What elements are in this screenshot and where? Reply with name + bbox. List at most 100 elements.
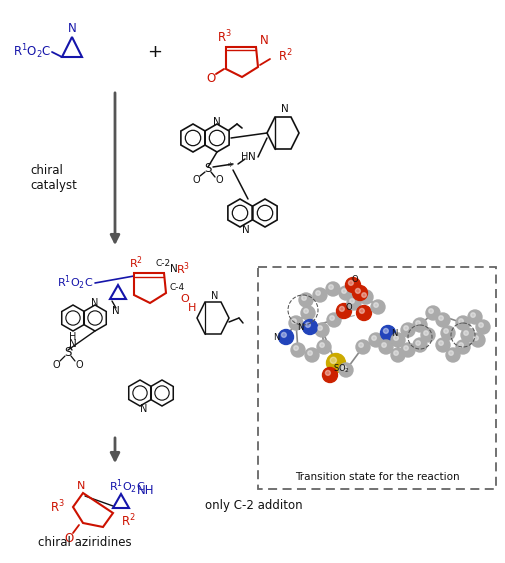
- Circle shape: [330, 316, 334, 320]
- Text: O: O: [180, 294, 189, 304]
- Circle shape: [345, 278, 361, 293]
- Text: O: O: [52, 360, 60, 370]
- Circle shape: [471, 312, 475, 318]
- Text: N: N: [281, 104, 289, 114]
- Circle shape: [456, 316, 470, 330]
- Text: S: S: [205, 163, 212, 176]
- Text: R$^2$: R$^2$: [278, 48, 293, 64]
- Circle shape: [336, 303, 351, 319]
- Circle shape: [289, 316, 303, 330]
- Circle shape: [401, 343, 415, 357]
- Text: N: N: [242, 225, 250, 235]
- Circle shape: [315, 323, 329, 337]
- Circle shape: [401, 323, 415, 337]
- Text: only C-2 additon: only C-2 additon: [205, 498, 302, 512]
- Text: O: O: [75, 360, 83, 370]
- Circle shape: [356, 340, 370, 354]
- Text: *: *: [228, 162, 232, 172]
- Text: N: N: [77, 481, 85, 491]
- Circle shape: [292, 319, 296, 323]
- Text: N: N: [68, 23, 76, 35]
- Text: N: N: [391, 328, 397, 337]
- Text: R$^1$O$_2$C: R$^1$O$_2$C: [57, 274, 93, 292]
- Circle shape: [330, 357, 336, 364]
- Circle shape: [403, 326, 409, 330]
- Circle shape: [313, 288, 327, 302]
- Text: chiral aziridines: chiral aziridines: [38, 537, 132, 549]
- Circle shape: [380, 325, 395, 341]
- Circle shape: [329, 285, 333, 289]
- Circle shape: [348, 280, 354, 285]
- Circle shape: [301, 306, 315, 320]
- Circle shape: [403, 346, 409, 350]
- Circle shape: [439, 316, 443, 320]
- Circle shape: [327, 313, 341, 327]
- Text: O: O: [64, 533, 74, 546]
- Text: R$^1$O$_2$C: R$^1$O$_2$C: [109, 478, 145, 496]
- Circle shape: [436, 338, 450, 352]
- Text: N: N: [297, 323, 303, 332]
- Circle shape: [327, 354, 345, 373]
- Text: N: N: [213, 117, 221, 127]
- Circle shape: [474, 336, 478, 341]
- Circle shape: [372, 336, 376, 341]
- Circle shape: [416, 321, 420, 325]
- Text: C-2: C-2: [156, 258, 171, 267]
- Text: R$^2$: R$^2$: [121, 513, 136, 529]
- Circle shape: [379, 340, 393, 354]
- Text: R$^3$: R$^3$: [50, 499, 65, 515]
- Circle shape: [446, 348, 460, 362]
- Circle shape: [339, 306, 344, 311]
- Circle shape: [294, 346, 298, 350]
- Circle shape: [449, 351, 453, 355]
- Text: SO$_2$: SO$_2$: [333, 363, 350, 376]
- Circle shape: [394, 336, 398, 341]
- Text: O: O: [215, 175, 223, 185]
- Text: N: N: [260, 34, 269, 47]
- Circle shape: [302, 319, 318, 334]
- Circle shape: [342, 289, 346, 293]
- Circle shape: [308, 351, 313, 355]
- Circle shape: [339, 286, 353, 300]
- Circle shape: [456, 340, 470, 354]
- Circle shape: [299, 293, 313, 307]
- Text: O: O: [207, 72, 216, 84]
- Text: +: +: [147, 43, 163, 61]
- Circle shape: [429, 309, 433, 314]
- Circle shape: [359, 343, 364, 347]
- Circle shape: [291, 343, 305, 357]
- Circle shape: [421, 328, 435, 342]
- Text: N: N: [211, 291, 219, 301]
- Circle shape: [383, 328, 388, 333]
- Circle shape: [416, 341, 420, 345]
- Text: H: H: [188, 303, 196, 313]
- Text: N: N: [170, 264, 178, 274]
- Circle shape: [325, 370, 330, 376]
- Circle shape: [359, 290, 373, 304]
- Circle shape: [339, 363, 353, 377]
- Circle shape: [459, 319, 464, 323]
- Text: R$^1$O$_2$C: R$^1$O$_2$C: [13, 43, 52, 61]
- Circle shape: [439, 341, 443, 345]
- Circle shape: [382, 343, 386, 347]
- Circle shape: [374, 303, 378, 307]
- Circle shape: [301, 296, 307, 300]
- Circle shape: [350, 299, 355, 303]
- Circle shape: [394, 351, 398, 355]
- Circle shape: [468, 310, 482, 324]
- Circle shape: [316, 291, 320, 296]
- Circle shape: [317, 340, 331, 354]
- Text: chiral
catalyst: chiral catalyst: [30, 164, 77, 192]
- Circle shape: [436, 313, 450, 327]
- Circle shape: [476, 320, 490, 334]
- Circle shape: [278, 329, 293, 345]
- Text: O: O: [192, 175, 200, 185]
- Circle shape: [479, 323, 483, 327]
- Circle shape: [471, 333, 485, 347]
- Text: NH: NH: [137, 484, 155, 497]
- Circle shape: [320, 343, 324, 347]
- Circle shape: [391, 333, 405, 347]
- Circle shape: [356, 288, 361, 293]
- Text: R$^3$: R$^3$: [217, 29, 231, 45]
- Text: N: N: [248, 152, 256, 162]
